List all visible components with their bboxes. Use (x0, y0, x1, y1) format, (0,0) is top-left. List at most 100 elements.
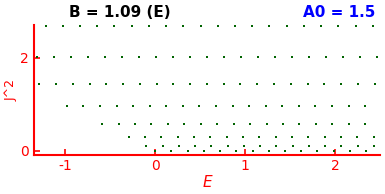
Point (207, 136, 213, 139)
Point (296, 122, 303, 126)
Point (306, 55, 312, 59)
Point (241, 145, 247, 148)
Point (255, 55, 261, 59)
Point (114, 105, 120, 108)
Point (111, 24, 117, 27)
Point (355, 82, 361, 85)
Point (254, 82, 260, 85)
Point (148, 122, 154, 126)
Point (80, 105, 87, 108)
Point (217, 149, 223, 152)
Point (181, 122, 187, 126)
Point (146, 24, 152, 27)
Point (174, 136, 181, 139)
Point (180, 24, 186, 27)
Point (249, 149, 256, 152)
Point (296, 105, 302, 108)
Point (102, 55, 109, 59)
Point (70, 82, 76, 85)
Point (347, 149, 353, 152)
Point (322, 145, 328, 148)
Point (204, 55, 210, 59)
Point (312, 105, 318, 108)
Point (196, 105, 203, 108)
Point (298, 149, 304, 152)
Point (64, 105, 70, 108)
Point (132, 122, 138, 126)
Point (147, 105, 153, 108)
Point (94, 24, 100, 27)
Point (142, 136, 148, 139)
Point (335, 24, 341, 27)
Point (221, 82, 227, 85)
Point (198, 24, 204, 27)
Point (187, 82, 193, 85)
Point (232, 24, 238, 27)
Point (338, 136, 344, 139)
Point (129, 24, 135, 27)
Point (370, 136, 377, 139)
Point (371, 145, 377, 148)
Point (323, 55, 329, 59)
Point (266, 24, 273, 27)
Point (305, 136, 311, 139)
Point (168, 149, 174, 152)
Point (103, 82, 109, 85)
Point (238, 82, 244, 85)
Point (214, 122, 220, 126)
Point (305, 82, 311, 85)
Point (143, 145, 149, 148)
Point (240, 136, 246, 139)
Point (87, 82, 93, 85)
Point (273, 136, 279, 139)
Point (229, 105, 236, 108)
Point (159, 145, 166, 148)
Point (158, 136, 164, 139)
Point (346, 105, 352, 108)
Point (163, 24, 169, 27)
Point (198, 122, 204, 126)
Point (99, 122, 105, 126)
Point (279, 105, 285, 108)
Point (154, 82, 160, 85)
Point (289, 55, 295, 59)
Point (321, 136, 328, 139)
Point (247, 122, 253, 126)
Point (289, 136, 295, 139)
Point (257, 145, 263, 148)
Point (36, 82, 42, 85)
Point (165, 122, 171, 126)
Point (353, 24, 359, 27)
Point (34, 55, 40, 59)
Point (201, 149, 207, 152)
Point (329, 105, 335, 108)
Y-axis label: J^2: J^2 (4, 79, 17, 101)
Point (357, 55, 363, 59)
Point (256, 136, 262, 139)
Point (153, 55, 159, 59)
Point (97, 105, 103, 108)
Point (170, 82, 176, 85)
Point (170, 55, 176, 59)
Point (330, 149, 336, 152)
Point (42, 24, 49, 27)
Point (318, 24, 324, 27)
Text: A0 = 1.5: A0 = 1.5 (303, 5, 375, 20)
Point (192, 145, 198, 148)
Point (301, 24, 307, 27)
Point (233, 149, 239, 152)
X-axis label: E: E (202, 175, 212, 190)
Point (246, 105, 252, 108)
Point (137, 82, 143, 85)
Point (221, 55, 227, 59)
Point (321, 82, 327, 85)
Point (152, 149, 158, 152)
Point (163, 105, 169, 108)
Point (263, 105, 269, 108)
Point (338, 145, 345, 148)
Point (370, 24, 376, 27)
Point (60, 24, 66, 27)
Point (363, 149, 369, 152)
Point (282, 149, 288, 152)
Point (238, 55, 244, 59)
